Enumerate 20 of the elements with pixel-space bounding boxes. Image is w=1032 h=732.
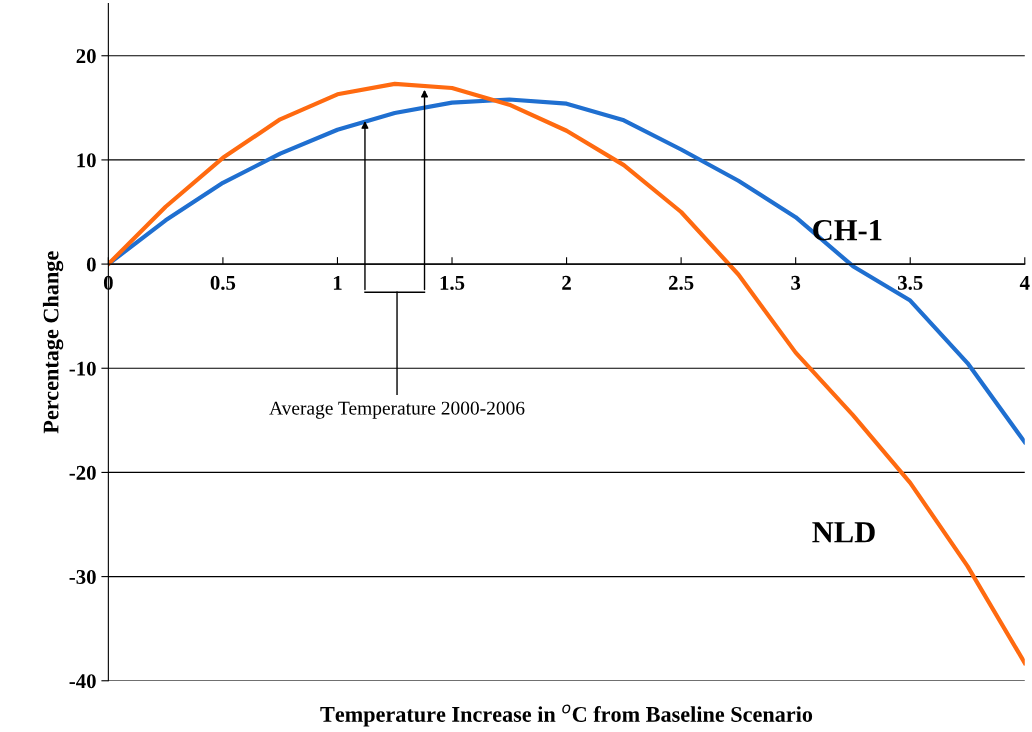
y-tick-label: 10 bbox=[77, 153, 96, 168]
y-tick-label: -40 bbox=[69, 674, 96, 689]
x-tick-label: 1.5 bbox=[440, 275, 465, 290]
x-tick-label: 3.5 bbox=[897, 275, 923, 290]
y-axis-title: Percentage Change bbox=[42, 251, 64, 434]
x-axis-title: Temperature Increase in $^{o}$C from Baseline Scenario bbox=[320, 704, 813, 727]
x-tick-label: 2 bbox=[562, 275, 571, 290]
x-tick-label: 1 bbox=[333, 275, 342, 290]
x-tick-label: 3 bbox=[791, 275, 801, 290]
series-label: NLD bbox=[812, 522, 875, 543]
series-label: CH-1 bbox=[813, 219, 882, 241]
y-tick-label: 20 bbox=[76, 49, 96, 64]
y-tick-label: -10 bbox=[69, 361, 96, 376]
x-tick-label: 4 bbox=[1019, 275, 1030, 290]
y-tick-label: -30 bbox=[69, 569, 96, 585]
x-tick-label: 0.5 bbox=[210, 275, 236, 290]
x-tick-label: 2.5 bbox=[668, 275, 694, 290]
y-tick-label: 0 bbox=[86, 257, 96, 272]
annotation: Average Temperature 2000-2006 bbox=[269, 401, 525, 419]
y-tick-label: -20 bbox=[69, 465, 96, 480]
